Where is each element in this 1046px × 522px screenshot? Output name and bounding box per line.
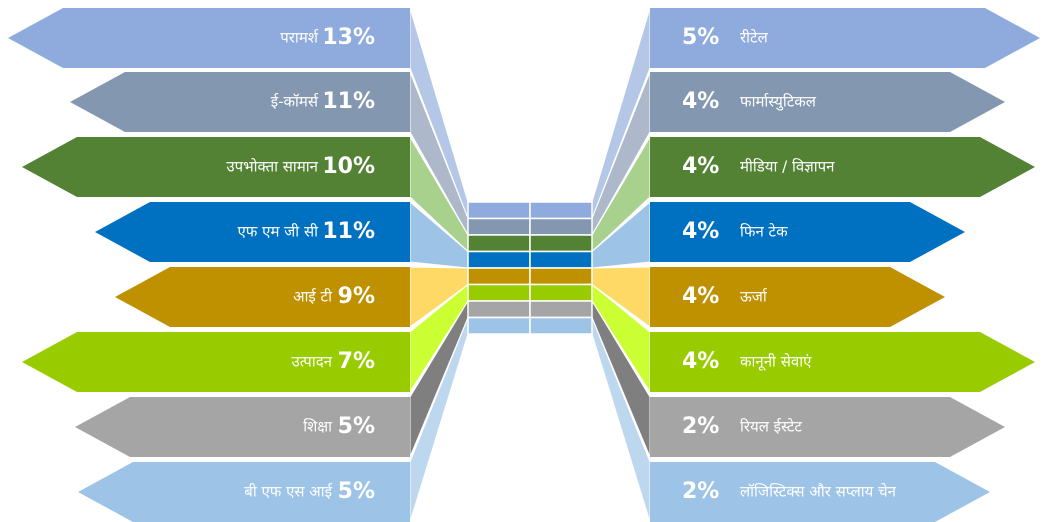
center-cell — [467, 250, 531, 269]
left-percent: 10% — [322, 154, 375, 179]
left-percent: 9% — [338, 284, 375, 309]
right-label: रीटेल — [740, 29, 769, 47]
right-arrow — [650, 72, 1005, 132]
right-label: ऊर्जा — [740, 288, 768, 306]
left-label: उपभोक्ता सामान — [226, 158, 318, 176]
right-label: लॉजिस्टिक्स और सप्लाय चेन — [740, 483, 897, 501]
center-cell — [467, 217, 531, 236]
right-percent: 2% — [682, 479, 719, 504]
right-label: फार्मास्युटिकल — [740, 93, 817, 112]
center-cell — [529, 217, 593, 236]
right-arrow — [650, 332, 1035, 392]
left-arrow — [115, 267, 410, 327]
center-cell — [529, 316, 593, 335]
left-label: आई टी — [293, 288, 333, 306]
right-label: फिन टेक — [740, 223, 788, 241]
right-percent: 5% — [682, 25, 719, 50]
left-arrow — [75, 397, 410, 457]
left-label: शिक्षा — [303, 418, 333, 436]
right-percent: 4% — [682, 219, 719, 244]
left-label: एफ एम जी सी — [238, 223, 320, 241]
left-label: बी एफ एस आई — [244, 483, 333, 501]
right-percent: 4% — [682, 284, 719, 309]
left-percent: 7% — [338, 349, 375, 374]
right-arrow — [650, 137, 1035, 197]
left-arrow — [70, 72, 410, 132]
left-label: परामर्श — [280, 29, 319, 47]
center-cell — [467, 201, 531, 220]
center-cell — [467, 316, 531, 335]
left-label: उत्पादन — [291, 353, 332, 371]
left-arrow — [8, 8, 410, 68]
center-cell — [467, 283, 531, 302]
center-cell — [467, 300, 531, 319]
right-arrow — [650, 202, 965, 262]
left-percent: 11% — [322, 219, 375, 244]
right-label: रियल ईस्टेट — [740, 418, 802, 436]
right-label: मीडिया / विज्ञापन — [740, 158, 835, 176]
center-cell — [529, 250, 593, 269]
center-cell — [529, 201, 593, 220]
left-percent: 5% — [338, 414, 375, 439]
right-label: कानूनी सेवाएं — [740, 353, 812, 372]
left-arrow — [22, 137, 410, 197]
right-arrow — [650, 267, 945, 327]
right-arrow — [650, 462, 990, 522]
left-percent: 13% — [322, 25, 375, 50]
left-percent: 5% — [338, 479, 375, 504]
center-cell — [467, 234, 531, 253]
right-percent: 4% — [682, 89, 719, 114]
center-cell — [529, 234, 593, 253]
left-arrow — [95, 202, 410, 262]
right-percent: 4% — [682, 154, 719, 179]
right-arrow — [650, 397, 1005, 457]
left-percent: 11% — [322, 89, 375, 114]
center-cell — [529, 267, 593, 286]
right-percent: 4% — [682, 349, 719, 374]
center-cell — [529, 283, 593, 302]
right-arrow — [650, 8, 1040, 68]
right-percent: 2% — [682, 414, 719, 439]
left-label: ई-कॉमर्स — [271, 93, 319, 111]
center-cell — [467, 267, 531, 286]
left-arrow — [78, 462, 410, 522]
center-cell — [529, 300, 593, 319]
left-arrow — [22, 332, 410, 392]
